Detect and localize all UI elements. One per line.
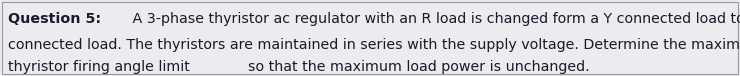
Text: Question 5:: Question 5: xyxy=(8,12,101,26)
Text: connected load. The thyristors are maintained in series with the supply voltage.: connected load. The thyristors are maint… xyxy=(8,38,740,52)
FancyBboxPatch shape xyxy=(2,2,738,74)
Text: thyristor firing angle limit: thyristor firing angle limit xyxy=(8,60,195,74)
Text: so that the maximum load power is unchanged.: so that the maximum load power is unchan… xyxy=(249,60,590,74)
Text: A 3-phase thyristor ac regulator with an R load is changed form a Y connected lo: A 3-phase thyristor ac regulator with an… xyxy=(128,12,740,26)
